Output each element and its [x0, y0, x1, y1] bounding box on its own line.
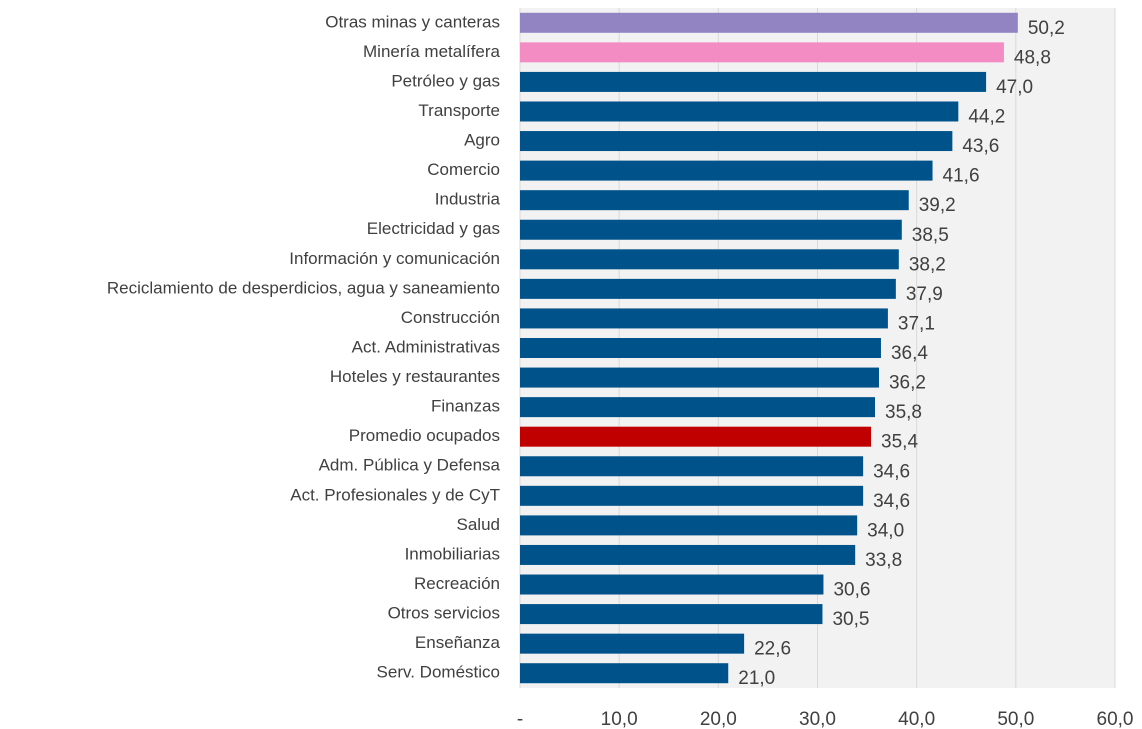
bar [520, 633, 745, 654]
data-label: 37,1 [898, 313, 935, 334]
y-tick-label: Salud [457, 515, 500, 534]
x-tick-label: - [517, 709, 523, 729]
data-label: 30,5 [832, 609, 869, 630]
data-label: 38,5 [912, 225, 949, 246]
bar [520, 249, 899, 270]
y-tick-label: Otros servicios [388, 604, 500, 623]
x-tick-label: 60,0 [1097, 709, 1134, 729]
bar [520, 456, 864, 477]
data-label: 47,0 [996, 77, 1033, 98]
data-label: 41,6 [943, 166, 980, 187]
y-tick-label: Transporte [418, 101, 500, 120]
data-label: 30,6 [833, 580, 870, 601]
data-label: 50,2 [1028, 18, 1065, 39]
data-label: 37,9 [906, 284, 943, 305]
y-tick-label: Electricidad y gas [367, 219, 500, 238]
x-tick-label: 40,0 [898, 709, 935, 729]
y-tick-label: Act. Administrativas [352, 337, 500, 356]
data-label: 22,6 [754, 639, 791, 660]
y-tick-label: Adm. Pública y Defensa [319, 456, 501, 475]
y-tick-label: Petróleo y gas [391, 71, 500, 90]
data-label: 36,2 [889, 373, 926, 394]
bar [520, 219, 902, 240]
y-tick-label: Comercio [427, 160, 500, 179]
bar [520, 12, 1018, 33]
y-tick-label: Reciclamiento de desperdicios, agua y sa… [107, 278, 500, 297]
y-tick-label: Industria [435, 190, 501, 209]
data-label: 43,6 [962, 136, 999, 157]
data-label: 33,8 [865, 550, 902, 571]
bar [520, 190, 909, 211]
bar [520, 278, 896, 299]
data-label: 36,4 [891, 343, 928, 364]
y-tick-label: Act. Profesionales y de CyT [290, 485, 500, 504]
bar [520, 71, 987, 92]
bar [520, 485, 864, 506]
bar [520, 397, 876, 418]
data-label: 21,0 [738, 668, 775, 689]
bar [520, 544, 856, 565]
y-tick-label: Agro [464, 131, 500, 150]
bar [520, 515, 858, 536]
x-tick-label: 30,0 [799, 709, 836, 729]
bar [520, 42, 1004, 63]
bar [520, 308, 888, 329]
data-label: 35,4 [881, 432, 918, 453]
y-tick-label: Hoteles y restaurantes [330, 367, 500, 386]
data-label: 39,2 [919, 195, 956, 216]
data-label: 34,6 [873, 491, 910, 512]
data-label: 34,6 [873, 461, 910, 482]
data-label: 35,8 [885, 402, 922, 423]
bar [520, 663, 729, 684]
bar [520, 338, 881, 358]
data-label: 34,0 [867, 520, 904, 541]
y-tick-label: Finanzas [431, 397, 500, 416]
data-label: 48,8 [1014, 47, 1051, 68]
y-tick-label: Otras minas y canteras [325, 12, 500, 31]
bar [520, 367, 879, 388]
x-tick-label: 10,0 [601, 709, 638, 729]
bar [520, 426, 872, 447]
y-tick-label: Construcción [401, 308, 500, 327]
y-tick-label: Minería metalífera [363, 42, 501, 61]
bar [520, 131, 953, 152]
bar [520, 101, 959, 122]
x-tick-label: 50,0 [997, 709, 1034, 729]
bar [520, 574, 824, 595]
y-tick-label: Información y comunicación [289, 249, 500, 268]
data-label: 44,2 [968, 106, 1005, 127]
y-tick-label: Inmobiliarias [405, 544, 500, 563]
data-label: 38,2 [909, 254, 946, 275]
bar [520, 604, 823, 625]
y-tick-label: Enseñanza [415, 633, 501, 652]
y-tick-label: Serv. Doméstico [377, 663, 500, 682]
bar [520, 160, 933, 181]
x-tick-label: 20,0 [700, 709, 737, 729]
y-tick-label: Recreación [414, 574, 500, 593]
y-tick-label: Promedio ocupados [349, 426, 500, 445]
